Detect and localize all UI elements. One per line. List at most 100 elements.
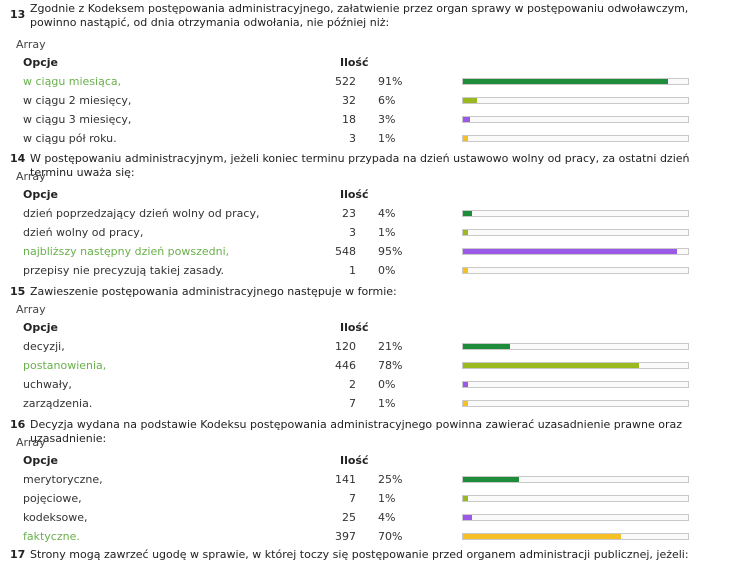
percent-bar bbox=[462, 381, 689, 388]
array-label: Array bbox=[16, 303, 46, 316]
percent-bar bbox=[462, 343, 689, 350]
percent-bar bbox=[462, 476, 689, 483]
percent-bar-fill bbox=[463, 268, 468, 273]
option-label: w ciągu pół roku. bbox=[23, 132, 117, 145]
option-row: uchwały, 2 0% bbox=[0, 375, 748, 394]
option-label-correct: w ciągu miesiąca, bbox=[23, 75, 122, 88]
option-row: faktyczne. 397 70% bbox=[0, 527, 748, 546]
option-count: 18 bbox=[342, 113, 356, 126]
option-percent: 70% bbox=[378, 530, 403, 543]
option-row: przepisy nie precyzują takiej zasady. 1 0% bbox=[0, 261, 748, 280]
option-percent: 25% bbox=[378, 473, 403, 486]
option-count: 141 bbox=[335, 473, 356, 486]
option-row: w ciągu miesiąca, 522 91% bbox=[0, 72, 748, 91]
option-row: dzień poprzedzający dzień wolny od pracy… bbox=[0, 204, 748, 223]
option-count: 3 bbox=[349, 132, 356, 145]
option-count: 32 bbox=[342, 94, 356, 107]
percent-bar-fill bbox=[463, 382, 468, 387]
question-number: 17 bbox=[10, 548, 26, 561]
percent-bar-fill bbox=[463, 477, 519, 482]
option-percent: 1% bbox=[378, 132, 396, 145]
percent-bar-fill bbox=[463, 534, 621, 539]
option-label-correct: faktyczne. bbox=[23, 530, 80, 543]
option-row: merytoryczne, 141 25% bbox=[0, 470, 748, 489]
option-count: 3 bbox=[349, 226, 356, 239]
option-label: w ciągu 2 miesięcy, bbox=[23, 94, 132, 107]
option-row: pojęciowe, 7 1% bbox=[0, 489, 748, 508]
percent-bar-fill bbox=[463, 401, 468, 406]
question-17: 17 Strony mogą zawrzeć ugodę w sprawie, w… bbox=[0, 548, 748, 562]
question-number: 15 bbox=[10, 285, 26, 298]
option-percent: 78% bbox=[378, 359, 403, 372]
percent-bar bbox=[462, 116, 689, 123]
question-text: Zawieszenie postępowania administracyjne… bbox=[30, 285, 397, 298]
option-row: decyzji, 120 21% bbox=[0, 337, 748, 356]
option-row: postanowienia, 446 78% bbox=[0, 356, 748, 375]
option-row: w ciągu pół roku. 3 1% bbox=[0, 129, 748, 148]
percent-bar bbox=[462, 400, 689, 407]
percent-bar bbox=[462, 229, 689, 236]
percent-bar-fill bbox=[463, 249, 677, 254]
percent-bar-fill bbox=[463, 211, 472, 216]
question-15: 15 Zawieszenie postępowania administracyj… bbox=[0, 285, 748, 410]
percent-bar-fill bbox=[463, 496, 468, 501]
option-percent: 91% bbox=[378, 75, 403, 88]
question-number: 14 bbox=[10, 152, 26, 165]
percent-bar bbox=[462, 248, 689, 255]
option-row: zarządzenia. 7 1% bbox=[0, 394, 748, 413]
percent-bar bbox=[462, 495, 689, 502]
option-label: kodeksowe, bbox=[23, 511, 88, 524]
column-header-count: Ilość bbox=[340, 454, 369, 467]
option-count: 446 bbox=[335, 359, 356, 372]
column-header-count: Ilość bbox=[340, 188, 369, 201]
percent-bar bbox=[462, 135, 689, 142]
option-percent: 21% bbox=[378, 340, 403, 353]
percent-bar bbox=[462, 97, 689, 104]
percent-bar-fill bbox=[463, 515, 472, 520]
option-row: najbliższy następny dzień powszedni, 548 9… bbox=[0, 242, 748, 261]
question-header: 16 Decyzja wydana na podstawie Kodeksu po… bbox=[0, 418, 748, 446]
option-percent: 1% bbox=[378, 397, 396, 410]
question-header: 14 W postępowaniu administracyjnym, jeżel… bbox=[0, 152, 748, 180]
option-count: 23 bbox=[342, 207, 356, 220]
option-percent: 4% bbox=[378, 511, 396, 524]
percent-bar-fill bbox=[463, 117, 470, 122]
option-percent: 6% bbox=[378, 94, 396, 107]
percent-bar-fill bbox=[463, 230, 468, 235]
option-percent: 95% bbox=[378, 245, 403, 258]
option-label: uchwały, bbox=[23, 378, 72, 391]
option-label-correct: najbliższy następny dzień powszedni, bbox=[23, 245, 230, 258]
column-header-options: Opcje bbox=[23, 454, 58, 467]
option-row: w ciągu 3 miesięcy, 18 3% bbox=[0, 110, 748, 129]
option-count: 397 bbox=[335, 530, 356, 543]
column-header-options: Opcje bbox=[23, 321, 58, 334]
option-count: 120 bbox=[335, 340, 356, 353]
array-label: Array bbox=[16, 170, 46, 183]
question-text: W postępowaniu administracyjnym, jeżeli … bbox=[30, 152, 690, 179]
question-14: 14 W postępowaniu administracyjnym, jeżel… bbox=[0, 152, 748, 277]
option-percent: 4% bbox=[378, 207, 396, 220]
option-count: 7 bbox=[349, 397, 356, 410]
question-number: 16 bbox=[10, 418, 26, 431]
option-count: 522 bbox=[335, 75, 356, 88]
option-label: zarządzenia. bbox=[23, 397, 93, 410]
question-header: 13 Zgodnie z Kodeksem postępowania admini… bbox=[0, 2, 748, 30]
percent-bar bbox=[462, 210, 689, 217]
column-header-options: Opcje bbox=[23, 56, 58, 69]
option-count: 2 bbox=[349, 378, 356, 391]
option-row: w ciągu 2 miesięcy, 32 6% bbox=[0, 91, 748, 110]
option-label-correct: postanowienia, bbox=[23, 359, 107, 372]
option-percent: 0% bbox=[378, 378, 396, 391]
option-count: 7 bbox=[349, 492, 356, 505]
question-number: 13 bbox=[10, 8, 26, 21]
percent-bar bbox=[462, 267, 689, 274]
option-label: w ciągu 3 miesięcy, bbox=[23, 113, 132, 126]
option-count: 1 bbox=[349, 264, 356, 277]
option-percent: 3% bbox=[378, 113, 396, 126]
option-percent: 0% bbox=[378, 264, 396, 277]
option-label: decyzji, bbox=[23, 340, 65, 353]
percent-bar-fill bbox=[463, 136, 468, 141]
percent-bar bbox=[462, 533, 689, 540]
question-13: 13 Zgodnie z Kodeksem postępowania admini… bbox=[0, 2, 748, 145]
column-header-count: Ilość bbox=[340, 56, 369, 69]
